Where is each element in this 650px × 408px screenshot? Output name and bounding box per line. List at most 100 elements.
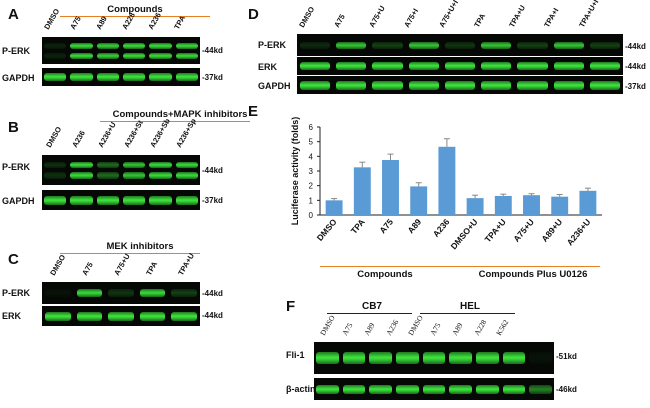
blot-band — [175, 195, 198, 205]
bar — [438, 146, 456, 215]
y-tick-label: 6 — [309, 123, 314, 132]
blot-band — [96, 195, 119, 205]
x-tick-label: DMSO — [315, 217, 339, 243]
blot-band — [481, 80, 512, 90]
panel-c-row-label: P-ERK — [2, 288, 31, 298]
blot-band — [149, 52, 172, 59]
blot-band — [70, 42, 93, 49]
panel-c-perk-blot — [42, 282, 200, 304]
bar — [523, 195, 540, 215]
blot-band — [70, 73, 93, 81]
blot-band — [45, 311, 71, 321]
lane-label: K562 — [494, 318, 511, 337]
blot-band — [139, 311, 166, 321]
lane-label: TPA+U — [176, 251, 197, 277]
lane-label: A75+U — [112, 252, 132, 277]
panel-b-letter: B — [8, 119, 19, 136]
panel-c-kd: -44kd — [202, 289, 223, 298]
blot-band — [589, 80, 620, 90]
blot-band — [44, 161, 67, 169]
x-tick-label: A75+U — [511, 217, 536, 244]
x-tick-label: TPA+U — [483, 217, 508, 244]
blot-band — [369, 352, 392, 364]
blot-band — [502, 352, 526, 364]
y-tick-label: 3 — [309, 167, 314, 176]
y-axis-label: Luciferase activity (folds) — [290, 117, 300, 226]
blot-band — [96, 42, 119, 49]
panel-f-letter: F — [286, 298, 296, 315]
y-tick-label: 5 — [309, 138, 314, 147]
panel-f-kd: -51kd — [556, 352, 577, 361]
blot-band — [529, 384, 552, 394]
blot-band — [300, 62, 331, 70]
panel-b-perk-blot — [42, 155, 200, 185]
lane-label: A89 — [362, 321, 377, 337]
y-tick-label: 0 — [309, 211, 314, 220]
blot-band — [444, 41, 476, 49]
blot-band — [517, 62, 548, 70]
x-tick-label: A89 — [406, 217, 424, 236]
blot-band — [476, 352, 499, 364]
blot-band — [96, 52, 119, 59]
blot-band — [76, 311, 103, 321]
blot-band — [175, 161, 198, 169]
panel-b-kd: -37kd — [202, 196, 223, 205]
lane-label: A75 — [332, 12, 347, 29]
y-tick-label: 2 — [309, 182, 314, 191]
blot-band — [396, 384, 419, 394]
panel-d-perk-blot — [297, 34, 623, 56]
blot-band — [444, 62, 476, 70]
lane-label: DMSO — [318, 313, 337, 337]
bar — [325, 200, 343, 215]
x-tick-label: A236+U — [565, 217, 593, 248]
blot-band — [44, 172, 67, 179]
blot-band — [517, 41, 548, 49]
panel-a-row-label: P-ERK — [2, 46, 31, 56]
panel-f-row-label: Fli-1 — [286, 350, 305, 360]
lane-label: DMSO — [42, 7, 62, 31]
bar — [353, 167, 371, 215]
blot-band — [481, 41, 512, 49]
blot-band — [396, 352, 419, 364]
blot-band — [553, 80, 584, 90]
panel-f-group1-line — [327, 313, 412, 314]
blot-band — [44, 195, 67, 205]
panel-d-kd: -44kd — [625, 42, 646, 51]
blot-band — [408, 80, 439, 90]
panel-f-group2-line — [420, 313, 515, 314]
panel-b-kd: -44kd — [202, 166, 223, 175]
panel-f-group2-label: HEL — [460, 301, 480, 312]
blot-band — [139, 289, 166, 297]
bar — [551, 196, 569, 215]
lane-label: A89 — [450, 321, 465, 337]
blot-band — [175, 52, 198, 59]
panel-a-group-line — [60, 16, 210, 17]
panel-c-erk-blot — [42, 306, 200, 326]
blot-band — [444, 80, 476, 90]
blot-band — [175, 42, 198, 49]
luciferase-bar-chart: 0 1 2 3 4 5 6 Luciferase activity (folds) DMSO TP… — [290, 117, 602, 251]
lane-label: TPA+U — [507, 3, 528, 29]
x-tick-label: A75 — [377, 217, 395, 236]
blot-band — [149, 161, 172, 169]
x-tick-label: A89+U — [539, 217, 564, 244]
lane-label: A75 — [68, 14, 83, 31]
panel-c-kd: -44kd — [202, 311, 223, 320]
blot-band — [171, 289, 197, 297]
panel-a-kd: -44kd — [202, 46, 223, 55]
blot-band — [342, 384, 366, 394]
lane-label: A228 — [472, 318, 489, 337]
blot-band — [422, 352, 446, 364]
x-tick-label: DMSO+U — [448, 217, 479, 251]
bar — [494, 195, 512, 215]
blot-band — [300, 41, 331, 49]
blot-band — [589, 62, 620, 70]
blot-band — [171, 311, 197, 321]
lane-label: A236+St — [122, 118, 145, 149]
blot-band — [589, 41, 620, 49]
blot-band — [336, 62, 367, 70]
lane-label: DMSO — [406, 313, 425, 337]
panel-a-kd: -37kd — [202, 73, 223, 82]
lane-label: TPA — [472, 11, 488, 29]
blot-band — [336, 80, 367, 90]
